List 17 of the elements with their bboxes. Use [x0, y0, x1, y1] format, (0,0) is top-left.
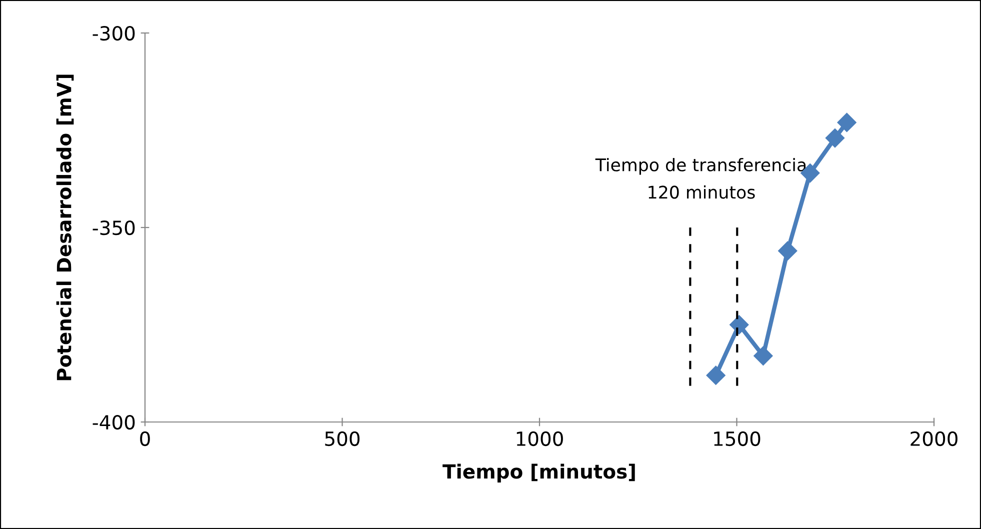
- annotation: Tiempo de transferencia 120 minutos: [595, 158, 806, 199]
- x-axis-title: Tiempo [minutos]: [442, 464, 635, 483]
- point: [706, 366, 726, 385]
- x-tick-label: 1500: [714, 431, 760, 446]
- point: [730, 315, 749, 334]
- y-axis-title: Potencial Desarrollado [mV]: [56, 74, 74, 380]
- y-tick-label: -350: [92, 220, 135, 236]
- point: [778, 241, 798, 260]
- point: [754, 346, 773, 366]
- x-tick-label: 1000: [516, 431, 563, 446]
- point: [837, 112, 856, 132]
- y-tick-label: -300: [92, 26, 135, 41]
- x-tick-label: 500: [325, 431, 360, 446]
- point: [825, 128, 845, 148]
- x-tick-label: 2000: [910, 431, 958, 446]
- y-tick-label: -400: [92, 414, 135, 430]
- x-tick-label: 0: [140, 431, 150, 446]
